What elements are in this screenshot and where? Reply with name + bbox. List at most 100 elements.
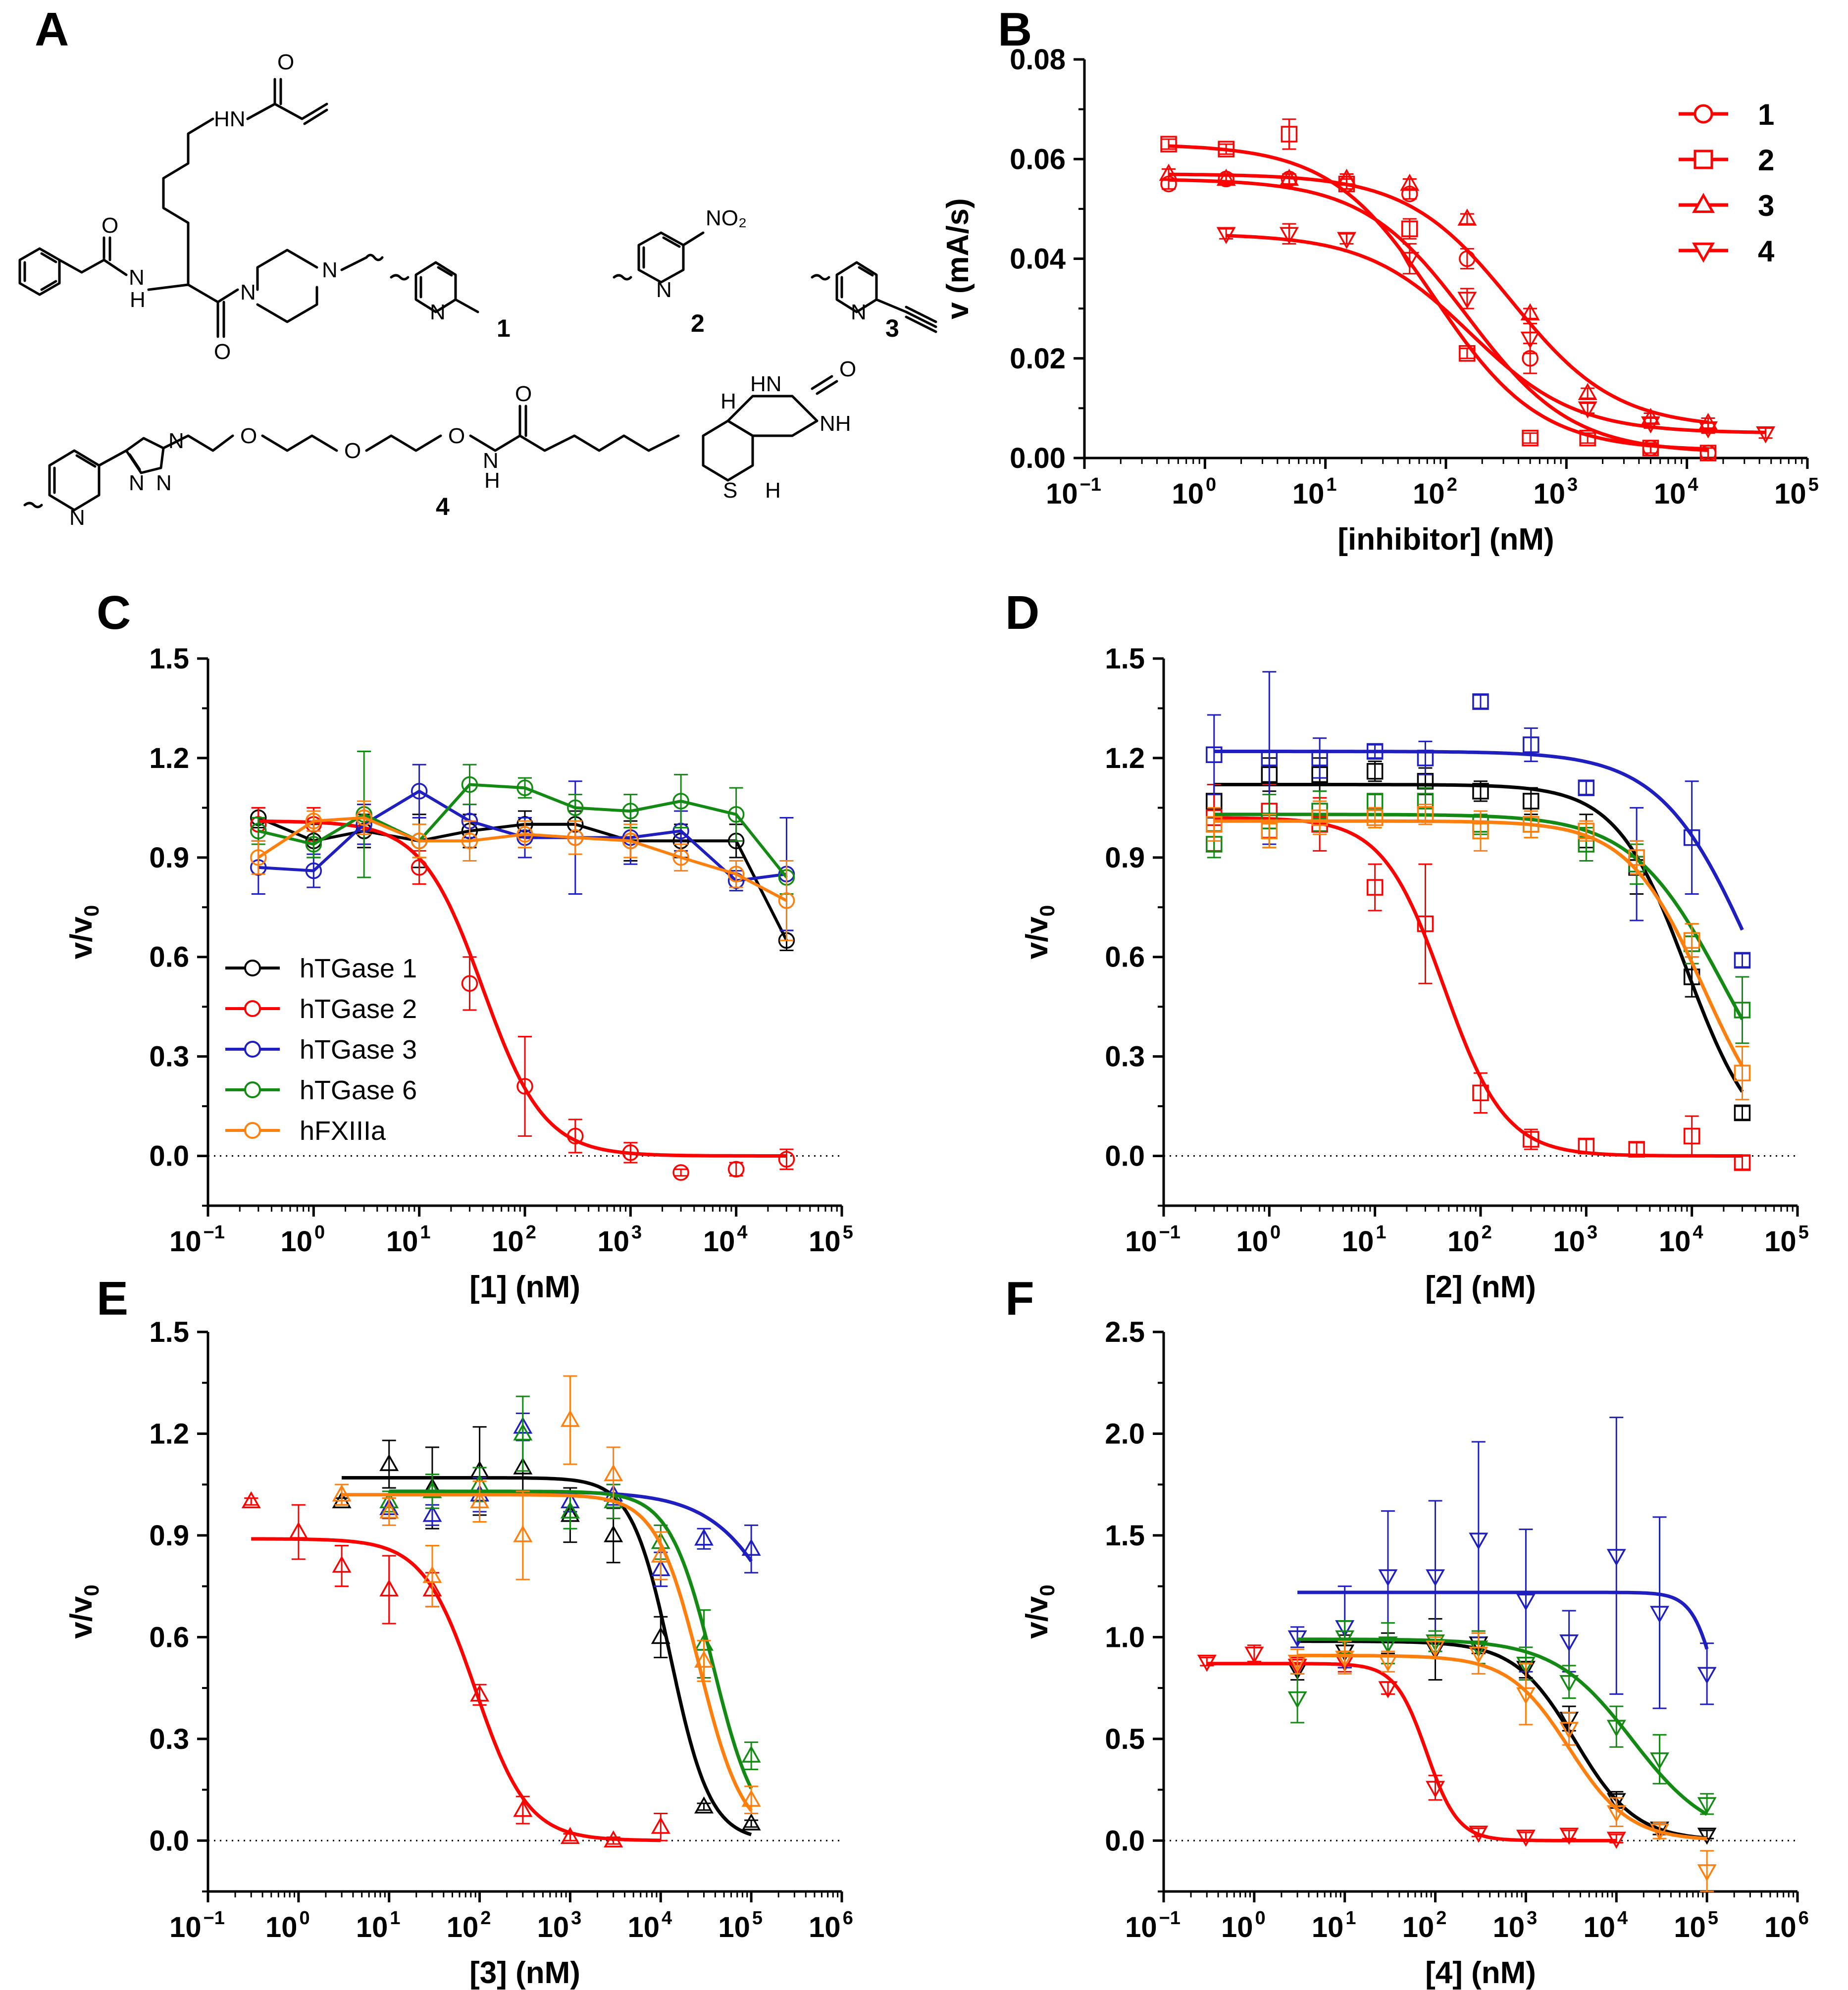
x-tick-label: 10 4 <box>1659 1222 1703 1258</box>
data-point <box>305 813 322 829</box>
x-tick-label: 10 1 <box>386 1222 431 1258</box>
data-point <box>356 809 372 826</box>
chart-panel-c: C 0.0 0.3 0.6 0.9 1.2 1.5 10 −1 10 0 10 1 10 2 10 3 10 4 10… <box>64 586 853 1304</box>
chart-panel-e: E 0.0 0.3 0.6 0.9 1.2 1.5 10 −1 10 0 10 1 10 2 10 3 10 4 10… <box>64 1272 853 1990</box>
fit-curve <box>251 1537 661 1842</box>
data-point <box>1366 879 1384 896</box>
data-point <box>305 836 322 853</box>
x-tick-label: 10 4 <box>1654 474 1698 510</box>
fit-curve <box>1214 813 1744 1021</box>
data-point <box>1628 856 1645 872</box>
data-point <box>1426 1640 1445 1658</box>
atom-h-amide-4: H <box>484 468 500 493</box>
data-point <box>250 849 267 866</box>
data-point <box>1523 736 1540 753</box>
y-tick-label: 0.6 <box>149 1621 189 1653</box>
fit-curve <box>1297 1639 1707 1840</box>
x-axis-title: [1] (nM) <box>469 1270 580 1304</box>
data-point <box>1472 693 1489 710</box>
data-point <box>1311 750 1328 766</box>
y-tick-label: 2.0 <box>1105 1418 1145 1450</box>
atom-o-peg1: O <box>240 424 257 448</box>
fit-curve <box>389 1489 753 1789</box>
data-point <box>513 1525 533 1542</box>
data-point <box>332 1484 352 1502</box>
data-point <box>1472 822 1489 839</box>
compound-label-4: 4 <box>436 493 450 520</box>
y-tick-label: 0.6 <box>1105 941 1145 973</box>
x-tick-label: 10 0 <box>1236 1222 1281 1258</box>
fit-curve <box>1214 783 1744 1093</box>
series-htgase-1 <box>250 807 795 951</box>
fit-curve <box>1297 1590 1709 1650</box>
data-point <box>1311 766 1328 783</box>
data-point <box>1606 1793 1626 1810</box>
data-point <box>1261 750 1278 766</box>
data-point <box>1520 303 1540 320</box>
x-tick-label: 10 5 <box>718 1908 763 1943</box>
atom-n-triazole-2: N <box>156 471 172 495</box>
atom-no2: NO₂ <box>706 206 747 230</box>
series-hfxiiia <box>1206 800 1751 1101</box>
panel-letter-e: E <box>97 1272 128 1325</box>
data-point <box>1378 1636 1398 1654</box>
y-tick-label: 1.2 <box>149 1418 189 1450</box>
x-tick-label: 10 1 <box>1292 474 1337 510</box>
x-axis-title: [2] (nM) <box>1425 1270 1536 1304</box>
data-point <box>672 849 689 866</box>
data-point <box>622 803 639 819</box>
data-point <box>1734 1065 1751 1081</box>
series-htgase-1 <box>1206 757 1751 1122</box>
data-point <box>604 1464 623 1481</box>
y-axis-title: v/v0 <box>1020 1584 1059 1639</box>
data-point <box>461 832 478 849</box>
data-point <box>1650 1752 1670 1770</box>
data-point <box>651 1545 670 1563</box>
legend-swatch-marker <box>244 1000 261 1017</box>
atom-n-triazole-3: N <box>129 471 145 495</box>
chart-panel-b: B 0.00 0.02 0.04 0.06 0.08 10 −1 10 0 10 1 10 2 10 3 10 4… <box>941 3 1819 557</box>
legend-swatch-marker <box>244 1122 261 1139</box>
series-hfxiiia <box>250 800 795 941</box>
y-tick-label: 0.3 <box>149 1041 189 1073</box>
atom-o-peg3: O <box>448 424 465 448</box>
data-point <box>1756 426 1776 444</box>
fit-curve <box>1207 1662 1617 1842</box>
data-point <box>1650 1823 1670 1841</box>
data-point <box>1520 331 1540 349</box>
data-point <box>741 1813 761 1831</box>
data-point <box>672 822 689 839</box>
data-point <box>1311 816 1328 833</box>
data-point <box>411 783 428 800</box>
chart-panel-f: F 0.0 0.5 1.0 1.5 2.0 2.5 10 −1 10 0 10 1 10 2 10 3 10 4 10… <box>1005 1272 1809 1990</box>
x-tick-label: 10 0 <box>1221 1908 1266 1943</box>
x-tick-label: 10 3 <box>1553 1222 1598 1258</box>
data-point <box>1516 1593 1536 1611</box>
data-point <box>1417 750 1434 766</box>
y-tick-label: 0.04 <box>1010 243 1066 275</box>
y-tick-label: 0.0 <box>1105 1825 1145 1857</box>
data-point <box>778 892 795 909</box>
x-tick-label: 10 5 <box>1764 1222 1809 1258</box>
atom-o-peg2: O <box>344 439 361 463</box>
data-point <box>1335 1630 1355 1648</box>
data-point <box>470 1491 490 1509</box>
data-point <box>422 1566 442 1583</box>
data-point <box>1469 1826 1489 1843</box>
x-tick-label: 10 4 <box>703 1222 748 1258</box>
data-point <box>1516 1687 1536 1705</box>
x-tick-label: 10 −1 <box>1046 474 1101 510</box>
data-point <box>1734 1104 1751 1122</box>
data-point <box>567 1127 584 1145</box>
atom-n-triazole-1: N <box>168 429 184 453</box>
data-point <box>604 1830 623 1848</box>
data-point <box>1244 1646 1264 1664</box>
data-point <box>1606 1549 1626 1566</box>
data-point <box>241 1491 261 1509</box>
data-point <box>379 1454 399 1471</box>
atom-h-amide: H <box>130 288 146 312</box>
atom-n-nitropyridine: N <box>656 278 672 302</box>
data-point <box>727 1161 745 1177</box>
data-point <box>1523 1131 1540 1148</box>
